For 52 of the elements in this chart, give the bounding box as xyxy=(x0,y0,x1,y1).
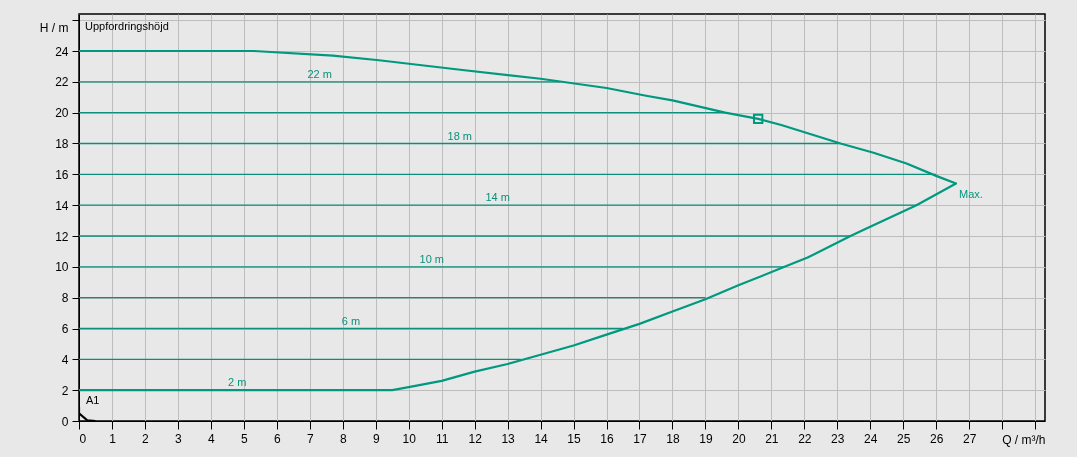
y-tick-label: 24 xyxy=(55,44,69,59)
x-tick-label: 2 xyxy=(142,431,150,446)
x-tick-label: 20 xyxy=(732,431,746,446)
x-tick-label: 6 xyxy=(273,431,281,446)
annotation: A1 xyxy=(86,394,100,407)
x-tick-label: 21 xyxy=(765,431,779,446)
annotation: 2 m xyxy=(228,376,247,389)
series-label: 18 m xyxy=(447,129,473,142)
y-tick-label: 0 xyxy=(61,414,69,429)
x-tick-label: 7 xyxy=(306,431,314,446)
x-tick-label: 26 xyxy=(930,431,944,446)
x-tick-label: 14 xyxy=(534,431,549,446)
y-tick-label: 22 xyxy=(55,75,69,90)
y-tick-label: 18 xyxy=(55,137,69,151)
x-tick-label: 19 xyxy=(699,431,713,446)
y-tick-label: 10 xyxy=(55,260,69,275)
x-tick-label: 10 xyxy=(402,431,417,446)
x-tick-label: 27 xyxy=(962,431,977,446)
x-tick-label: 12 xyxy=(468,431,483,446)
x-tick-label: 22 xyxy=(798,431,812,446)
x-tick-label: 24 xyxy=(864,431,878,446)
annotation: Max. xyxy=(958,187,983,200)
x-tick-label: 11 xyxy=(435,431,449,446)
y-axis-title: H / m xyxy=(39,20,69,35)
y-tick-label: 14 xyxy=(55,198,69,213)
x-tick-label: 23 xyxy=(831,431,845,446)
y-tick-label: 12 xyxy=(55,229,69,244)
x-tick-label: 0 xyxy=(79,431,87,446)
x-tick-label: 18 xyxy=(666,431,680,446)
x-tick-label: 9 xyxy=(372,431,380,446)
y-tick-label: 16 xyxy=(55,167,69,182)
y-tick-label: 4 xyxy=(61,352,69,367)
y-tick-label: 8 xyxy=(61,291,69,306)
text: Uppfordringshöjd xyxy=(85,20,169,32)
x-tick-label: 4 xyxy=(208,431,216,446)
x-tick-label: 25 xyxy=(897,431,911,446)
y-tick-label: 6 xyxy=(61,322,69,336)
y-tick-label: 20 xyxy=(55,106,69,121)
x-tick-label: 3 xyxy=(175,431,183,446)
x-tick-label: 1 xyxy=(109,431,117,446)
series-label: 10 m xyxy=(419,252,445,265)
x-tick-label: 17 xyxy=(633,431,647,446)
x-tick-label: 15 xyxy=(567,431,582,446)
series-label: 22 m xyxy=(307,67,332,80)
x-axis-title: Q / m³/h xyxy=(1002,432,1046,447)
series-label: 6 m xyxy=(341,314,361,327)
x-tick-label: 16 xyxy=(600,431,614,446)
x-tick-label: 8 xyxy=(339,431,347,446)
y-tick-label: 2 xyxy=(61,383,69,398)
x-tick-label: 5 xyxy=(241,431,248,446)
series-label: 14 m xyxy=(485,191,510,204)
x-tick-label: 13 xyxy=(501,431,516,446)
